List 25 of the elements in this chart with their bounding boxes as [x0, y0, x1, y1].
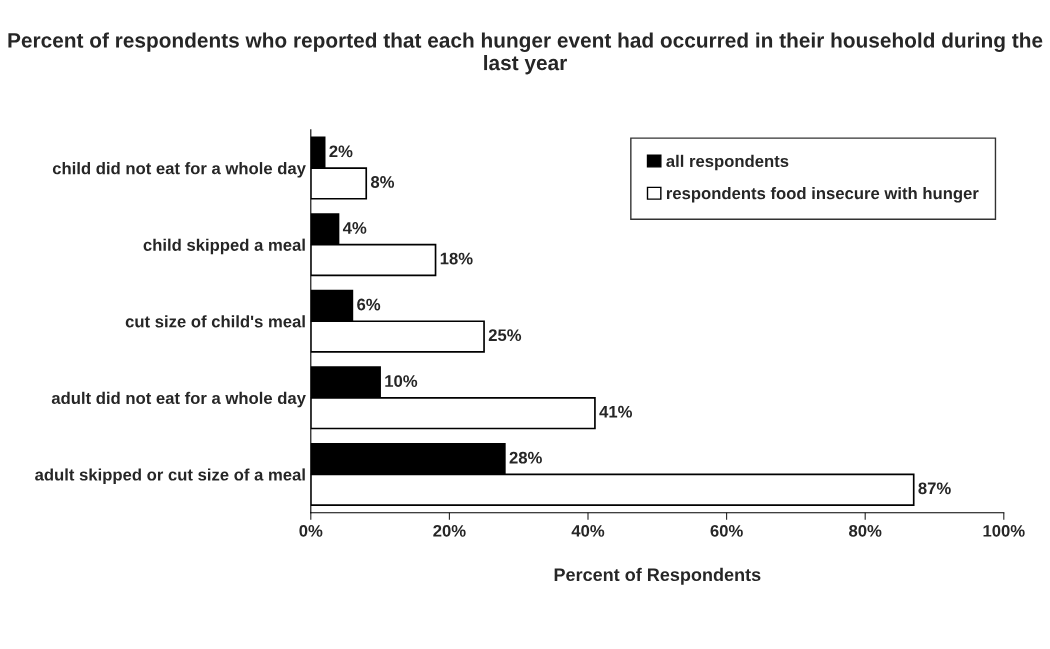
x-tick-label: 0% — [299, 524, 323, 537]
legend-label: all respondents — [666, 154, 789, 171]
x-tick-label: 100% — [983, 524, 1025, 537]
chart-title: Percent of respondents who reported that each hunger event had occurred in their household during the last year — [8, 32, 1043, 75]
y-tick-label: adult did not eat for a whole day — [51, 391, 306, 408]
data-label: 4% — [342, 222, 367, 234]
data-label: 41% — [599, 405, 633, 418]
data-label: 25% — [488, 329, 522, 342]
data-label: 87% — [918, 482, 951, 495]
x-axis-title: Percent of Respondents — [554, 567, 761, 585]
y-tick-label: child skipped a meal — [143, 238, 305, 255]
data-label: 6% — [357, 298, 381, 311]
data-label: 18% — [440, 252, 473, 265]
data-label: 8% — [370, 176, 395, 188]
y-tick-label: cut size of child's meal — [125, 315, 305, 328]
x-tick-label: 80% — [849, 524, 882, 537]
x-tick-label: 60% — [710, 524, 743, 537]
y-tick-label: adult skipped or cut size of a meal — [35, 468, 305, 484]
data-label: 28% — [509, 451, 542, 464]
x-tick-label: 40% — [571, 524, 605, 537]
data-label: 2% — [329, 145, 353, 158]
y-tick-label: child did not eat for a whole day — [52, 162, 306, 178]
x-tick-label: 20% — [433, 524, 466, 537]
data-label: 10% — [385, 375, 418, 387]
legend-label: respondents food insecure with hunger — [666, 187, 979, 203]
